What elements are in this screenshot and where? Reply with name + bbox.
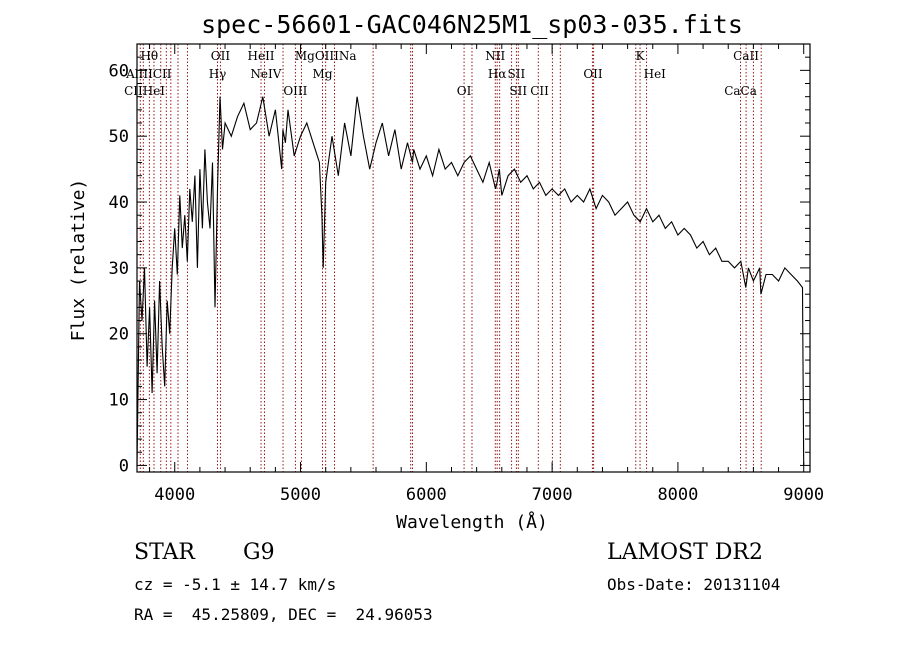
y-tick-label-2: 20 bbox=[109, 325, 129, 345]
x-tick-label-2: 6000 bbox=[406, 485, 447, 505]
x-tick-label-1: 5000 bbox=[280, 485, 321, 505]
chart-title: spec-56601-GAC046N25M1_sp03-035.fits bbox=[201, 10, 743, 39]
line-label-1-8: HeI bbox=[644, 67, 667, 81]
line-label-0-2: HeII bbox=[248, 49, 275, 63]
y-axis: 0 10 20 30 40 50 60 bbox=[109, 56, 810, 476]
object-class: STAR bbox=[134, 540, 195, 565]
plot-frame bbox=[136, 43, 811, 473]
line-label-2-5: CaCa bbox=[724, 84, 757, 98]
y-tick-label-0: 0 bbox=[119, 456, 129, 476]
line-label-2-0: CIIHeI bbox=[124, 84, 165, 98]
object-subclass: G9 bbox=[243, 540, 275, 565]
observation-date: Obs-Date: 20131104 bbox=[607, 575, 781, 594]
x-tick-label-4: 8000 bbox=[657, 485, 698, 505]
x-tick-label-0: 4000 bbox=[154, 485, 195, 505]
emission-line-markers bbox=[139, 44, 762, 472]
line-label-2-3: SII bbox=[509, 84, 527, 98]
line-label-2-1: OIII bbox=[283, 84, 307, 98]
survey-name: LAMOST DR2 bbox=[607, 540, 763, 565]
coordinates: RA = 45.25809, DEC = 24.96053 bbox=[134, 605, 433, 624]
line-label-2-2: OI bbox=[457, 84, 472, 98]
line-label-1-6: SII bbox=[508, 67, 526, 81]
spectrum-chart: spec-56601-GAC046N25M1_sp03-035.fits Hθ O… bbox=[68, 10, 824, 533]
line-label-2-4: CII bbox=[530, 84, 549, 98]
y-tick-label-5: 50 bbox=[109, 127, 129, 147]
x-tick-label-3: 7000 bbox=[532, 485, 573, 505]
y-tick-label-6: 60 bbox=[109, 61, 129, 81]
line-label-0-5: K bbox=[636, 49, 646, 63]
line-label-0-6: CaII bbox=[733, 49, 759, 63]
line-label-1-7: OII bbox=[583, 67, 603, 81]
line-label-1-3: NeIV bbox=[250, 67, 281, 81]
y-axis-label: Flux (relative) bbox=[68, 179, 89, 342]
line-label-1-2: Hγ bbox=[209, 67, 227, 81]
line-label-1-5: Hα bbox=[488, 67, 507, 81]
line-label-1-0: AlIII bbox=[125, 67, 153, 81]
line-label-1-1: CII bbox=[153, 67, 172, 81]
line-label-0-4: NII bbox=[485, 49, 505, 63]
line-label-0-1: OII bbox=[211, 49, 231, 63]
spectrum-line bbox=[136, 96, 805, 466]
x-axis-label: Wavelength (Å) bbox=[396, 511, 548, 533]
x-tick-label-5: 9000 bbox=[783, 485, 824, 505]
line-label-0-3: MgOIIINa bbox=[295, 49, 357, 63]
redshift-cz: cz = -5.1 ± 14.7 km/s bbox=[134, 575, 337, 594]
y-tick-label-1: 10 bbox=[109, 391, 129, 411]
line-label-0-0: Hθ bbox=[140, 49, 158, 63]
x-axis: 4000 5000 6000 7000 8000 9000 bbox=[149, 44, 824, 505]
y-tick-label-4: 40 bbox=[109, 193, 129, 213]
line-label-1-4: Mg bbox=[313, 67, 333, 81]
y-tick-label-3: 30 bbox=[109, 259, 129, 279]
